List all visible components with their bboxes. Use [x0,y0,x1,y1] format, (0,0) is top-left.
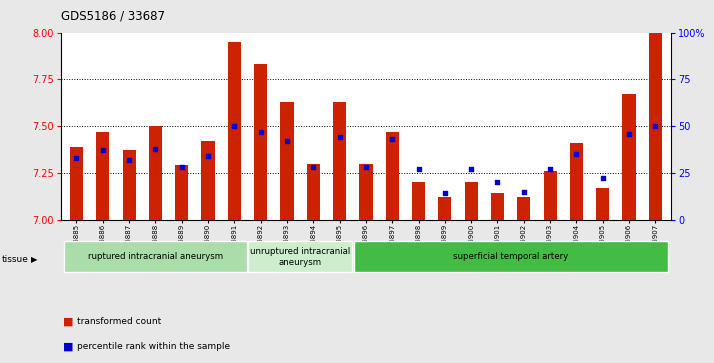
Bar [623,94,635,220]
Bar [517,197,531,220]
Point [518,189,530,195]
Bar [491,193,504,220]
Point [228,123,240,129]
Point [597,176,608,182]
Text: ruptured intracranial aneurysm: ruptured intracranial aneurysm [88,252,223,261]
Text: ▶: ▶ [31,255,38,264]
Bar [649,33,662,220]
Text: percentile rank within the sample: percentile rank within the sample [77,342,230,351]
Bar [175,166,188,220]
Bar [412,182,425,220]
Bar [254,65,267,220]
Bar [70,147,83,220]
Point [492,179,503,185]
Text: ■: ■ [63,342,74,352]
Bar [596,188,609,220]
FancyBboxPatch shape [248,241,352,272]
Text: superficial temporal artery: superficial temporal artery [453,252,568,261]
Text: GDS5186 / 33687: GDS5186 / 33687 [61,9,165,22]
Text: unruptured intracranial
aneurysm: unruptured intracranial aneurysm [250,247,351,267]
Bar [149,126,162,220]
Bar [228,42,241,220]
Bar [543,171,557,220]
Bar [281,102,293,220]
Bar [465,182,478,220]
Text: ■: ■ [63,316,74,326]
Text: tissue: tissue [2,255,29,264]
Bar [333,102,346,220]
Point [281,138,293,144]
Bar [386,132,399,220]
Point [623,131,635,136]
Point [255,129,266,135]
Point [202,153,213,159]
Point [570,151,582,157]
Bar [438,197,451,220]
Point [650,123,661,129]
Point [466,166,477,172]
Point [413,166,424,172]
Point [176,164,188,170]
Bar [123,150,136,220]
Point [308,164,319,170]
Text: transformed count: transformed count [77,317,161,326]
Point [334,134,346,140]
Bar [359,164,373,220]
Point [71,155,82,161]
Bar [96,132,109,220]
Point [386,136,398,142]
Point [544,166,555,172]
Bar [201,141,215,220]
Point [150,146,161,151]
FancyBboxPatch shape [64,241,247,272]
Point [124,157,135,163]
Point [360,164,371,170]
FancyBboxPatch shape [353,241,668,272]
Bar [307,164,320,220]
Point [97,147,109,153]
Bar [570,143,583,220]
Point [439,191,451,196]
